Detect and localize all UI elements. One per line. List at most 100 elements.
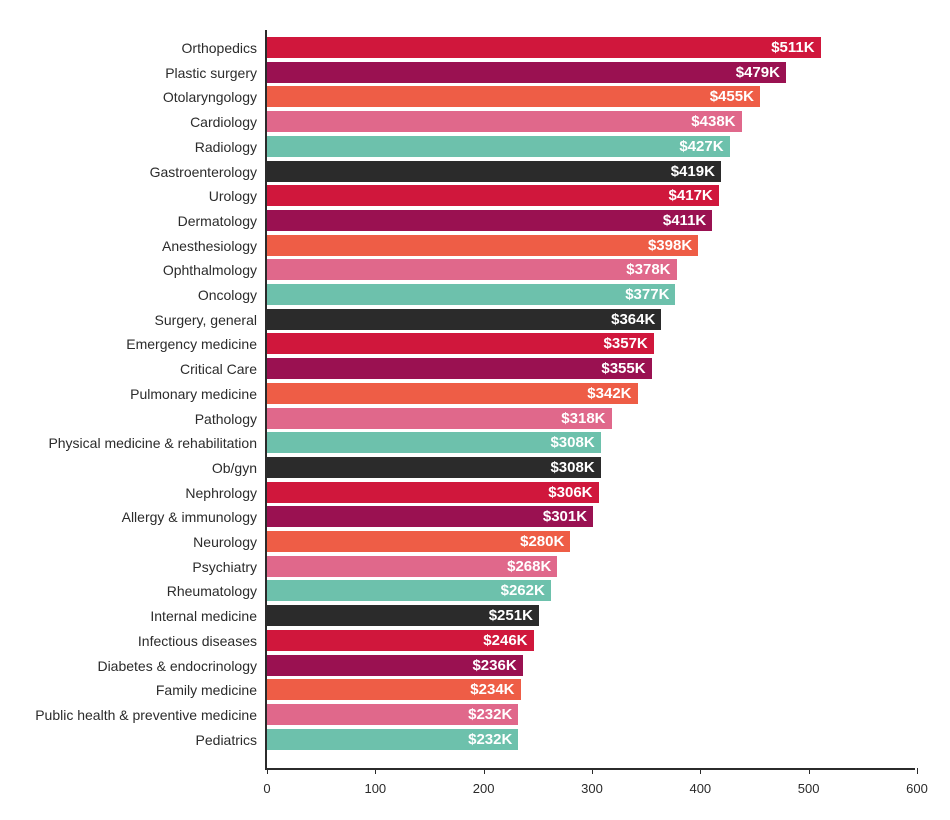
bar-category-label: Radiology	[0, 135, 257, 159]
bar-row: Public health & preventive medicine $232K	[0, 703, 950, 727]
bar-category-label: Ob/gyn	[0, 456, 257, 480]
bar: $427K	[267, 136, 730, 157]
bar-value-label: $377K	[625, 284, 669, 305]
bar-category-label: Pulmonary medicine	[0, 382, 257, 406]
bar-value-label: $318K	[561, 408, 605, 429]
x-axis-tick-mark	[700, 768, 701, 774]
x-axis-tick-label: 600	[906, 781, 928, 796]
bar-value-label: $455K	[710, 86, 754, 107]
bar-row: Plastic surgery $479K	[0, 61, 950, 85]
bar-row: Diabetes & endocrinology $236K	[0, 654, 950, 678]
x-axis-tick-label: 100	[364, 781, 386, 796]
bar-category-label: Surgery, general	[0, 308, 257, 332]
bar-row: Gastroenterology $419K	[0, 160, 950, 184]
bar-category-label: Infectious diseases	[0, 629, 257, 653]
bar-row: Ob/gyn $308K	[0, 456, 950, 480]
x-axis-tick-mark	[484, 768, 485, 774]
bar-row: Cardiology$438K	[0, 110, 950, 134]
bar: $308K	[267, 432, 601, 453]
x-axis-tick-label: 300	[581, 781, 603, 796]
bar: $355K	[267, 358, 652, 379]
bar: $232K	[267, 704, 518, 725]
bar-row: Allergy & immunology $301K	[0, 505, 950, 529]
bar-category-label: Physical medicine & rehabilitation	[0, 431, 257, 455]
bar-row: Orthopedics $511K	[0, 36, 950, 60]
bar: $236K	[267, 655, 523, 676]
bar-chart: 0100200300400500600 Orthopedics$511KPlas…	[0, 20, 950, 800]
bar: $398K	[267, 235, 698, 256]
bar-value-label: $417K	[669, 185, 713, 206]
bar-row: Pulmonary medicine $342K	[0, 382, 950, 406]
bar-category-label: Neurology	[0, 530, 257, 554]
bar-category-label: Oncology	[0, 283, 257, 307]
bar-row: Surgery, general $364K	[0, 308, 950, 332]
bar-category-label: Pathology	[0, 407, 257, 431]
bar-value-label: $232K	[468, 704, 512, 725]
bar: $511K	[267, 37, 821, 58]
bar-category-label: Plastic surgery	[0, 61, 257, 85]
bar: $280K	[267, 531, 570, 552]
bar-value-label: $280K	[520, 531, 564, 552]
bar-value-label: $268K	[507, 556, 551, 577]
bar-row: Pediatrics $232K	[0, 728, 950, 752]
bar-category-label: Pediatrics	[0, 728, 257, 752]
bar-value-label: $427K	[679, 136, 723, 157]
bar-category-label: Gastroenterology	[0, 160, 257, 184]
bar-value-label: $511K	[771, 37, 814, 58]
bar: $411K	[267, 210, 712, 231]
bar: $479K	[267, 62, 786, 83]
bar: $308K	[267, 457, 601, 478]
bar-category-label: Nephrology	[0, 481, 257, 505]
bar: $318K	[267, 408, 612, 429]
bar: $246K	[267, 630, 534, 651]
bar-value-label: $479K	[736, 62, 780, 83]
bar-row: Family medicine $234K	[0, 678, 950, 702]
bar: $251K	[267, 605, 539, 626]
bar-category-label: Critical Care	[0, 357, 257, 381]
bar-row: Ophthalmology $378K	[0, 258, 950, 282]
x-axis-tick-mark	[592, 768, 593, 774]
bar-category-label: Anesthesiology	[0, 234, 257, 258]
bar-category-label: Ophthalmology	[0, 258, 257, 282]
bar-category-label: Dermatology	[0, 209, 257, 233]
bar-category-label: Allergy & immunology	[0, 505, 257, 529]
bar-category-label: Emergency medicine	[0, 332, 257, 356]
bar-row: Infectious diseases $246K	[0, 629, 950, 653]
bar-row: Otolaryngology $455K	[0, 85, 950, 109]
bar: $262K	[267, 580, 551, 601]
bar-category-label: Orthopedics	[0, 36, 257, 60]
bar-category-label: Otolaryngology	[0, 85, 257, 109]
bar-row: Anesthesiology $398K	[0, 234, 950, 258]
bar-value-label: $364K	[611, 309, 655, 330]
bar-row: Nephrology $306K	[0, 481, 950, 505]
bar-row: Psychiatry $268K	[0, 555, 950, 579]
bar-value-label: $301K	[543, 506, 587, 527]
bar-row: Pathology $318K	[0, 407, 950, 431]
bar-row: Critical Care $355K	[0, 357, 950, 381]
bar: $306K	[267, 482, 599, 503]
x-axis-tick-label: 0	[263, 781, 270, 796]
bar: $455K	[267, 86, 760, 107]
bar: $419K	[267, 161, 721, 182]
bar-value-label: $306K	[548, 482, 592, 503]
bar-value-label: $246K	[483, 630, 527, 651]
bar-category-label: Rheumatology	[0, 579, 257, 603]
bar-value-label: $398K	[648, 235, 692, 256]
bar-value-label: $342K	[587, 383, 631, 404]
bar: $342K	[267, 383, 638, 404]
bar-value-label: $378K	[626, 259, 670, 280]
bar-value-label: $251K	[489, 605, 533, 626]
bar-category-label: Cardiology	[0, 110, 257, 134]
bar-category-label: Diabetes & endocrinology	[0, 654, 257, 678]
bar-category-label: Public health & preventive medicine	[0, 703, 257, 727]
bar-category-label: Family medicine	[0, 678, 257, 702]
bar-category-label: Urology	[0, 184, 257, 208]
bar-row: Dermatology $411K	[0, 209, 950, 233]
bar: $364K	[267, 309, 661, 330]
bar-category-label: Internal medicine	[0, 604, 257, 628]
x-axis-tick-mark	[809, 768, 810, 774]
bar-value-label: $232K	[468, 729, 512, 750]
bar: $234K	[267, 679, 521, 700]
bar-category-label: Psychiatry	[0, 555, 257, 579]
bar: $232K	[267, 729, 518, 750]
